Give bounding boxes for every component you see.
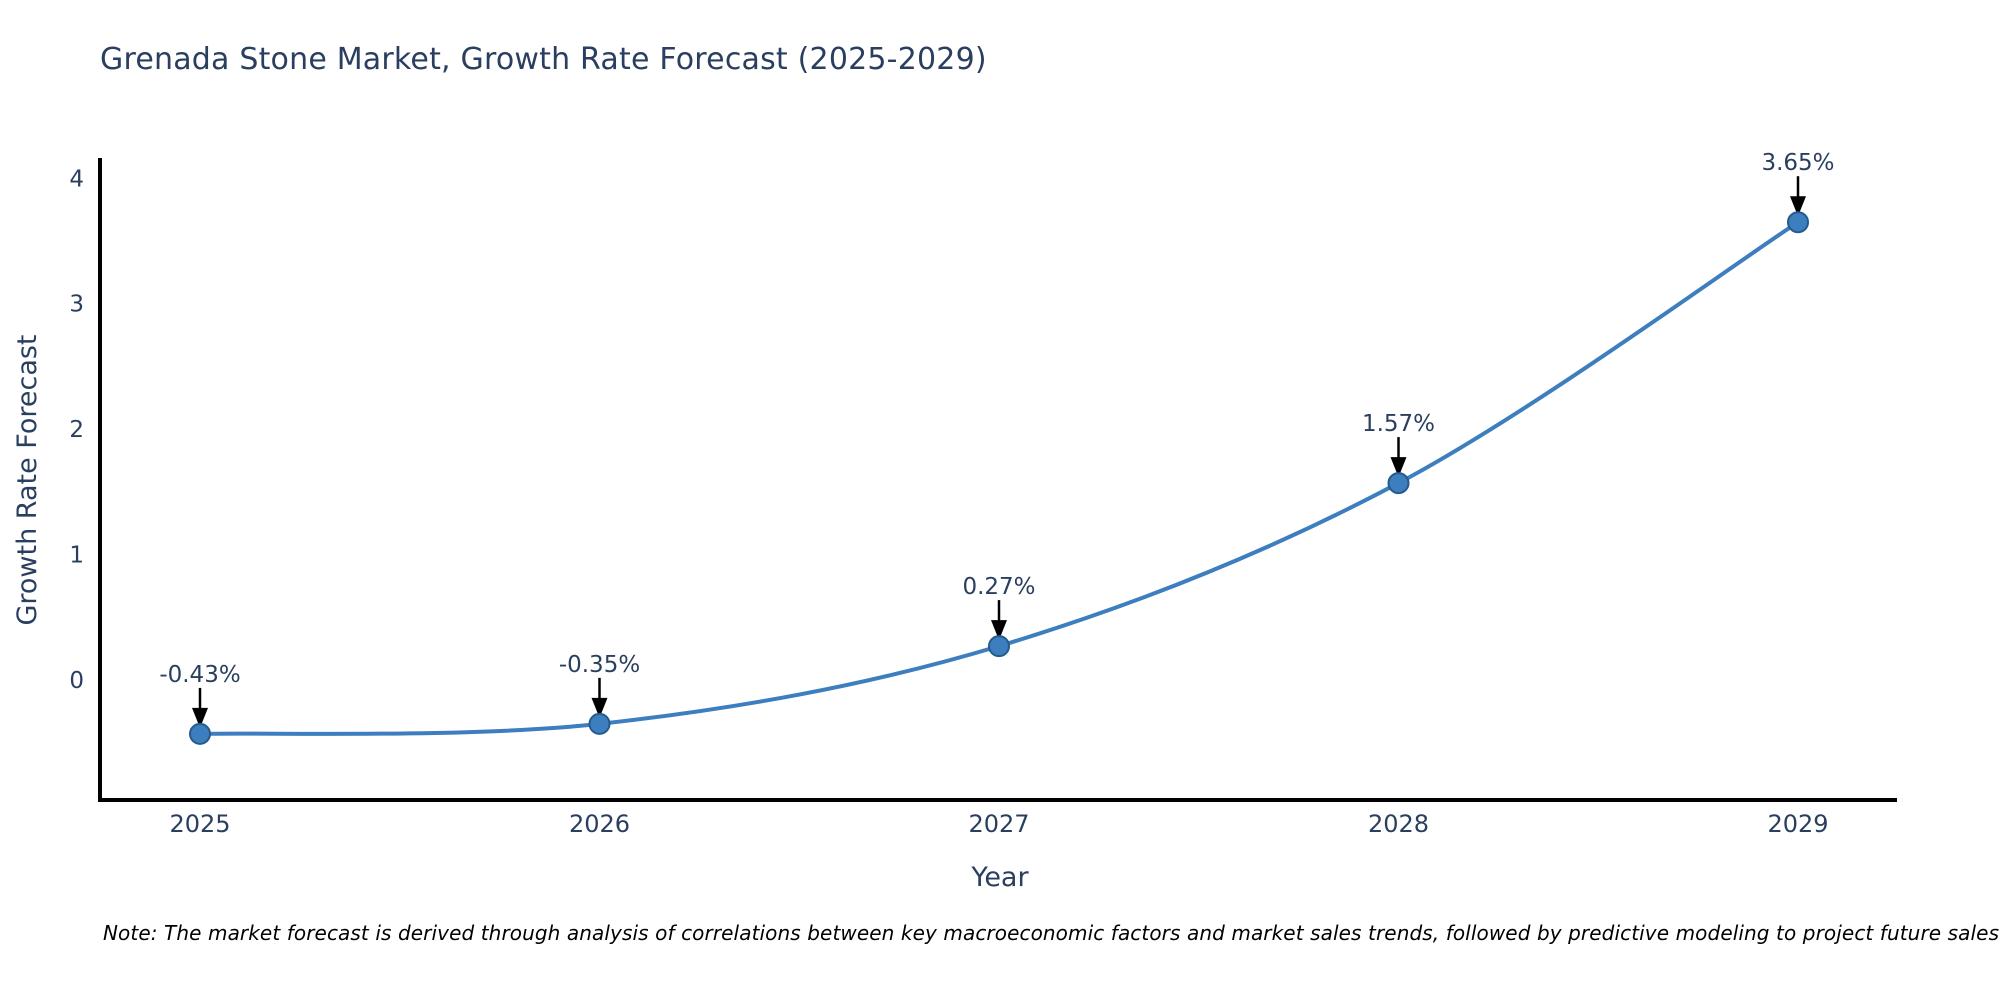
x-tick-label: 2027 [968, 810, 1029, 838]
annotation-arrowhead [991, 620, 1007, 641]
annotation-arrowhead [1790, 196, 1806, 217]
annotation-arrowhead [192, 707, 208, 728]
data-point-marker-2026[interactable] [588, 712, 611, 735]
chart-title: Grenada Stone Market, Growth Rate Foreca… [100, 42, 987, 77]
x-axis-title: Year [970, 862, 1029, 893]
annotation-arrowhead [1390, 457, 1407, 478]
x-tick-label: 2029 [1767, 810, 1828, 838]
plot-generated-layer: 0 1 2 3 4 2025 2026 2027 2028 2029 -0.43% -0.35% 0.2… [69, 150, 1897, 838]
annotation-label-2026: -0.35% [559, 652, 640, 678]
forecast-line [198, 220, 1800, 736]
y-tick-label: 3 [69, 292, 84, 318]
y-tick-label: 2 [69, 417, 84, 443]
data-point-marker-2028[interactable] [1387, 472, 1410, 495]
data-point-marker-2027[interactable] [988, 635, 1010, 658]
y-tick-label: 0 [69, 668, 84, 694]
y-axis-title: Growth Rate Forecast [12, 334, 43, 625]
data-point-marker-2029[interactable] [1787, 211, 1809, 234]
x-tick-label: 2026 [569, 810, 630, 838]
annotation-label-2027: 0.27% [962, 574, 1035, 600]
annotation-label-2029: 3.65% [1761, 150, 1834, 176]
y-tick-label: 4 [69, 166, 84, 192]
footnote: Note: The market forecast is derived thr… [103, 921, 2000, 945]
annotation-label-2025: -0.43% [159, 662, 240, 688]
y-tick-label: 1 [69, 543, 84, 569]
x-tick-label: 2028 [1368, 810, 1429, 838]
x-tick-label: 2025 [169, 810, 230, 838]
data-point-marker-2025[interactable] [189, 722, 211, 745]
annotation-label-2028: 1.57% [1362, 411, 1435, 437]
annotation-arrowhead [591, 697, 608, 718]
